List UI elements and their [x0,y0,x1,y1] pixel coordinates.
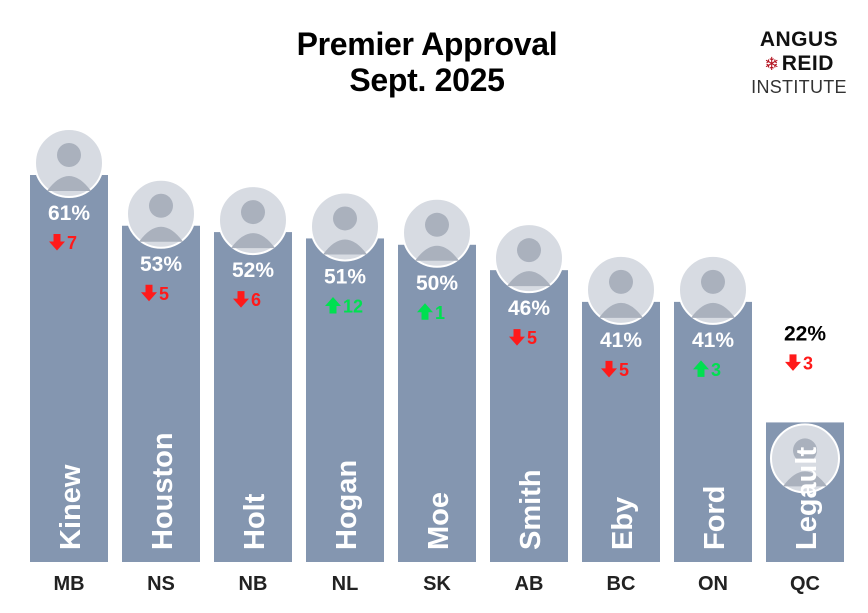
bar-bc [582,301,660,562]
premier-avatar-head-bc [609,269,633,294]
province-label-nb: NB [239,573,268,595]
change-arrow-down-icon-nb [233,291,249,308]
province-label-on: ON [698,573,728,595]
value-label-sk: 50% [416,272,458,295]
premier-avatar-head-mb [57,143,81,167]
change-label-ab: 5 [527,328,537,348]
change-arrow-up-icon-on [693,360,709,377]
premier-avatar-head-nl [333,206,357,231]
change-label-sk: 1 [435,303,445,323]
change-arrow-down-icon-bc [601,360,617,378]
change-label-mb: 7 [67,233,77,253]
value-label-qc: 22% [784,322,826,345]
bar-sk [398,244,476,563]
value-label-ab: 46% [508,297,550,320]
value-label-bc: 41% [600,329,642,352]
change-label-ns: 5 [159,284,169,304]
change-label-on: 3 [711,360,721,380]
province-label-sk: SK [423,573,451,595]
value-label-on: 41% [692,329,734,352]
value-label-nl: 51% [324,265,366,288]
bar-mb [30,175,108,562]
bar-ns [122,225,200,563]
bar-ab [490,270,568,562]
bar-nl [306,238,384,562]
chart-title: Premier Approval Sept. 2025 [0,26,868,98]
premier-avatar-body-bc [599,302,643,318]
change-label-nb: 6 [251,290,261,310]
value-label-ns: 53% [140,253,182,276]
premier-name-ns: Houston [147,432,179,550]
premier-avatar-body-nl [323,239,367,255]
bar-on [674,301,752,562]
change-label-qc: 3 [803,353,813,373]
chart-title-line1: Premier Approval [296,26,558,62]
province-label-ns: NS [147,573,175,595]
premier-name-nb: Holt [239,493,271,550]
premier-avatar-body-ab [507,271,551,287]
premier-name-bc: Eby [607,497,639,550]
premier-avatar-body-sk [415,245,459,261]
logo-line1: ANGUS [759,28,839,51]
premier-avatar-body-ns [139,226,183,242]
province-label-bc: BC [607,573,636,595]
change-label-bc: 5 [619,360,629,380]
premier-name-ab: Smith [515,469,547,550]
premier-avatar-body-mb [47,176,91,191]
bar-nb [214,232,292,562]
province-label-qc: QC [790,573,820,595]
premier-name-on: Ford [699,486,731,550]
premier-avatar-head-ab [517,238,541,263]
logo-line2-text: REID [781,52,834,75]
premier-avatar-body-nb [231,233,275,249]
province-label-mb: MB [53,573,84,595]
premier-avatar-body-on [691,302,735,318]
logo-line3: INSTITUTE [751,77,847,97]
premier-name-qc: Legault [791,447,823,550]
change-arrow-down-icon-ab [509,329,525,346]
premier-avatar-head-on [701,269,725,294]
premier-name-mb: Kinew [55,464,87,550]
province-label-ab: AB [515,573,544,595]
value-label-mb: 61% [48,202,90,225]
premier-name-sk: Moe [423,492,455,550]
change-arrow-up-icon-sk [417,303,433,320]
change-arrow-up-icon-nl [325,296,341,314]
change-label-nl: 12 [343,296,363,316]
angus-reid-logo: ANGUS ❄REID INSTITUTE [730,28,868,98]
premier-avatar-head-nb [241,200,265,225]
change-arrow-down-icon-mb [49,234,65,251]
province-label-nl: NL [332,573,359,595]
premier-avatar-body-qc [783,471,827,487]
premier-name-nl: Hogan [331,460,363,550]
logo-line2: ❄REID [730,52,868,76]
premier-avatar-head-ns [149,193,173,218]
value-label-nb: 52% [232,259,274,282]
premier-avatar-head-sk [425,212,449,237]
change-arrow-down-icon-ns [141,284,157,302]
chart-title-line2: Sept. 2025 [349,62,505,98]
maple-leaf-icon: ❄ [764,54,780,74]
change-arrow-down-icon-qc [785,354,801,371]
premier-avatar-head-qc [793,438,817,463]
